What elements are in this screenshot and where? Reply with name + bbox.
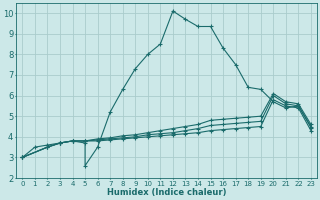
X-axis label: Humidex (Indice chaleur): Humidex (Indice chaleur) <box>107 188 226 197</box>
